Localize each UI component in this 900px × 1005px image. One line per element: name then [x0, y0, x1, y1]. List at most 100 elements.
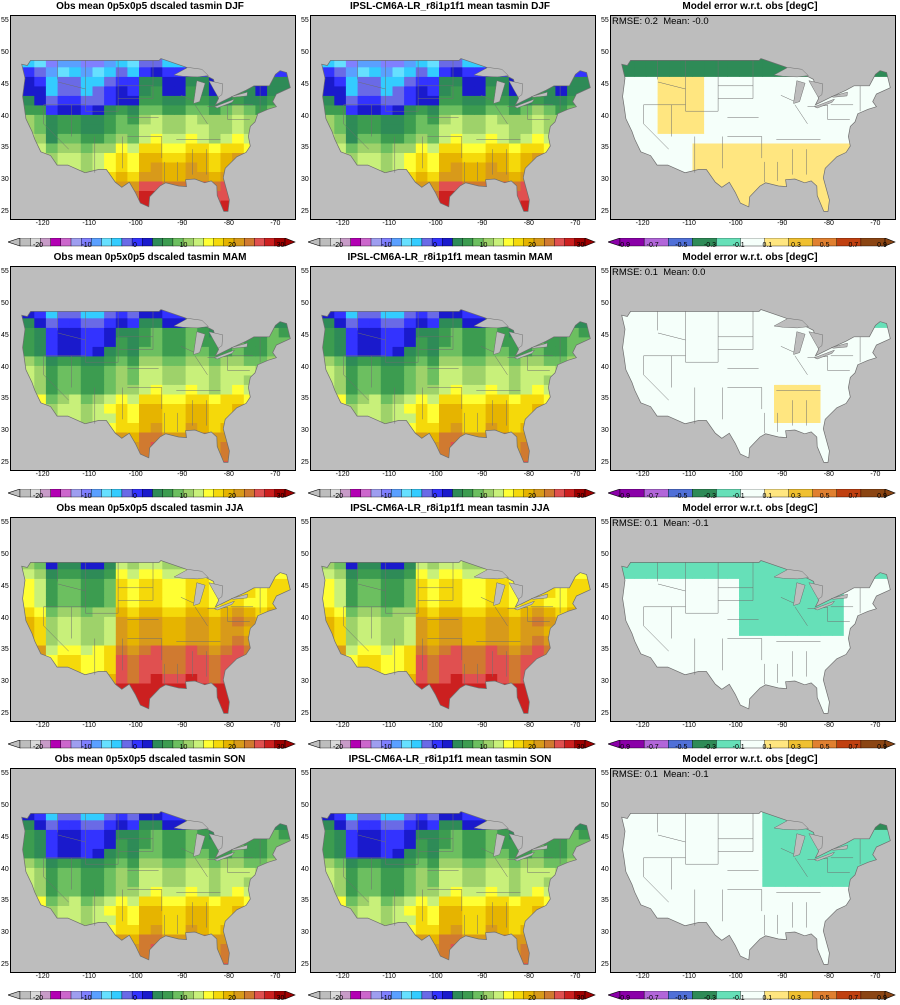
lon-tick-label: -110	[77, 471, 101, 478]
lat-tick-label: 40	[301, 866, 311, 873]
panel-title: IPSL-CM6A-LR_r8i1p1f1 mean tasmin JJA	[300, 503, 600, 514]
lon-tick-label: -90	[470, 471, 494, 478]
lat-tick-label: 40	[1, 113, 11, 120]
colorbar	[308, 987, 598, 1005]
colorbar-label: 0.3	[784, 744, 808, 751]
colorbar-label: -0.5	[669, 744, 693, 751]
colorbar-label: -0.3	[698, 744, 722, 751]
colorbar-label: 0.7	[841, 493, 865, 500]
lon-tick-label: -100	[124, 220, 148, 227]
lon-tick-label: -90	[770, 220, 794, 227]
lon-tick-label: -80	[817, 471, 841, 478]
lat-tick-label: 50	[601, 551, 611, 558]
lon-tick-label: -110	[77, 220, 101, 227]
lat-tick-label: 55	[1, 17, 11, 24]
lon-tick-label: -90	[470, 973, 494, 980]
colorbar-label: 0	[423, 995, 447, 1002]
colorbar-label: -20	[326, 493, 350, 500]
colorbar-label: -0.7	[641, 744, 665, 751]
lat-tick-label: 35	[1, 897, 11, 904]
colorbar-label: -10	[75, 995, 99, 1002]
lat-tick-label: 45	[301, 332, 311, 339]
colorbar-swatches	[308, 740, 598, 749]
lon-tick-label: -110	[377, 471, 401, 478]
lat-tick-label: 50	[301, 802, 311, 809]
lon-tick-label: -100	[424, 973, 448, 980]
colorbar-label: -10	[75, 493, 99, 500]
lon-tick-label: -80	[217, 471, 241, 478]
map-plot	[10, 768, 296, 973]
colorbar-label: 0	[423, 493, 447, 500]
lat-tick-label: 40	[601, 615, 611, 622]
colorbar-label: 20	[520, 493, 544, 500]
lat-tick-label: 40	[301, 113, 311, 120]
colorbar-label: 0	[423, 744, 447, 751]
map-canvas	[11, 518, 295, 721]
lon-tick-label: -100	[424, 220, 448, 227]
lat-tick-label: 50	[301, 49, 311, 56]
lon-tick-label: -80	[517, 973, 541, 980]
colorbar-label: 0.3	[784, 242, 808, 249]
panel-title: Model error w.r.t. obs [degC]	[600, 503, 900, 514]
lon-tick-label: -120	[331, 973, 355, 980]
lat-tick-label: 25	[301, 208, 311, 215]
colorbar-label: 20	[520, 242, 544, 249]
colorbar-label: 30	[569, 493, 593, 500]
map-canvas	[311, 769, 595, 972]
lon-tick-label: -70	[863, 220, 887, 227]
colorbar-label: 30	[269, 493, 293, 500]
colorbar-label: -20	[26, 995, 50, 1002]
colorbar-label: -0.1	[727, 744, 751, 751]
lon-tick-label: -80	[517, 220, 541, 227]
panel-title: IPSL-CM6A-LR_r8i1p1f1 mean tasmin SON	[300, 754, 600, 765]
map-panel-err-jja: Model error w.r.t. obs [degC]RMSE: 0.1 M…	[600, 502, 900, 752]
map-plot	[610, 15, 896, 220]
lat-tick-label: 40	[1, 866, 11, 873]
colorbar-label: 0.9	[870, 493, 894, 500]
colorbar-label: 20	[520, 744, 544, 751]
lat-tick-label: 40	[1, 364, 11, 371]
lon-tick-label: -80	[217, 722, 241, 729]
lon-tick-label: -110	[77, 973, 101, 980]
lon-tick-label: -70	[863, 722, 887, 729]
colorbar-label: 0.9	[870, 744, 894, 751]
colorbar-label: 10	[172, 744, 196, 751]
lon-tick-label: -100	[124, 722, 148, 729]
lat-tick-label: 25	[1, 961, 11, 968]
lat-tick-label: 45	[1, 332, 11, 339]
colorbar-swatches	[8, 991, 298, 1000]
colorbar-label: 10	[472, 995, 496, 1002]
lat-tick-label: 55	[1, 519, 11, 526]
lat-tick-label: 45	[601, 834, 611, 841]
map-canvas	[11, 16, 295, 219]
colorbar-label: -10	[75, 242, 99, 249]
lat-tick-label: 30	[301, 929, 311, 936]
lat-tick-label: 30	[1, 427, 11, 434]
lon-tick-label: -100	[724, 471, 748, 478]
map-plot	[310, 15, 596, 220]
lon-tick-label: -90	[770, 973, 794, 980]
lat-tick-label: 55	[1, 770, 11, 777]
lat-tick-label: 55	[601, 17, 611, 24]
colorbar	[308, 736, 598, 754]
colorbar-label: 30	[269, 242, 293, 249]
lon-tick-label: -110	[677, 220, 701, 227]
colorbar-label: -0.5	[669, 995, 693, 1002]
lat-tick-label: 45	[601, 81, 611, 88]
colorbar-label: 0	[123, 744, 147, 751]
lat-tick-label: 25	[601, 710, 611, 717]
lon-tick-label: -70	[863, 973, 887, 980]
map-canvas	[11, 769, 295, 972]
lon-tick-label: -90	[170, 471, 194, 478]
lon-tick-label: -90	[470, 722, 494, 729]
lat-tick-label: 45	[1, 583, 11, 590]
map-plot	[310, 768, 596, 973]
colorbar-label: -0.1	[727, 995, 751, 1002]
lat-tick-label: 30	[1, 929, 11, 936]
map-panel-err-djf: Model error w.r.t. obs [degC]RMSE: 0.2 M…	[600, 0, 900, 250]
colorbar-label: 30	[569, 995, 593, 1002]
